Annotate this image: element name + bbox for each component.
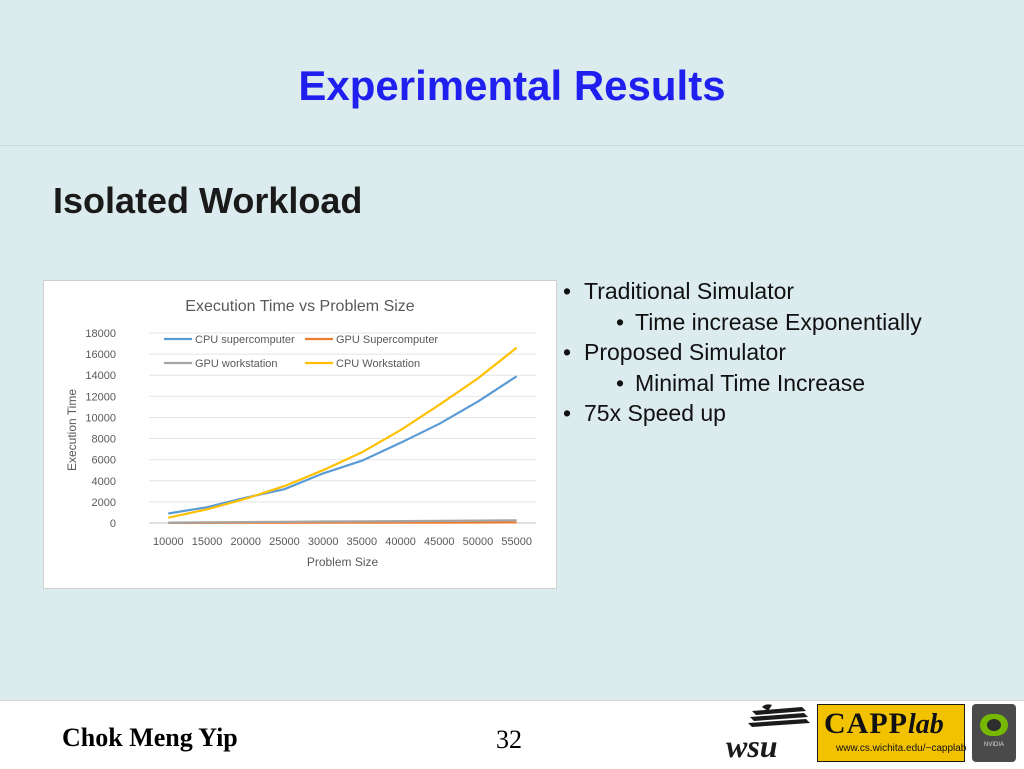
svg-text:wsu: wsu — [726, 728, 778, 761]
x-tick-label: 50000 — [463, 536, 494, 548]
page-number: 32 — [496, 725, 522, 754]
capp-logo-text: CAPPlab — [824, 707, 944, 740]
x-tick-label: 45000 — [424, 536, 455, 548]
legend-label: GPU workstation — [195, 358, 278, 370]
capp-url: www.cs.wichita.edu/~capplab — [836, 743, 967, 754]
chart-title: Execution Time vs Problem Size — [185, 298, 415, 315]
capp-lab-logo: CAPPlab www.cs.wichita.edu/~capplab — [817, 704, 967, 762]
bullet-text: Minimal Time Increase — [635, 369, 866, 396]
bullet-list: • Traditional Simulator • Time increase Exp… — [563, 276, 922, 429]
bullet-item: • Time increase Exponentially — [563, 307, 922, 338]
bullet-marker: • — [616, 308, 625, 335]
y-tick-label: 14000 — [85, 370, 116, 382]
bullet-marker: • — [563, 278, 572, 304]
bullet-text: 75x Speed up — [584, 400, 726, 427]
legend-label: CPU Workstation — [336, 358, 420, 370]
series-line — [168, 519, 517, 524]
x-tick-label: 35000 — [347, 536, 378, 548]
x-tick-label: 40000 — [385, 536, 416, 548]
chart-canvas: Execution Time vs Problem Size 0 2000 4000 6… — [65, 298, 536, 569]
bullet-text: Traditional Simulator — [584, 278, 795, 304]
nvidia-logo: NVIDIA — [972, 704, 1016, 762]
nvidia-eye-pupil — [987, 719, 1001, 731]
y-axis-label: Execution Time — [65, 389, 79, 471]
wsu-shocker-logo: wsu — [726, 704, 810, 761]
bullet-item: • Traditional Simulator — [563, 276, 922, 307]
execution-time-chart: Execution Time vs Problem Size 0 2000 4000 6… — [43, 280, 557, 589]
series-line — [168, 375, 518, 515]
bullet-marker: • — [563, 339, 572, 366]
x-tick-label: 55000 — [501, 536, 532, 548]
nvidia-logo-text: NVIDIA — [983, 742, 1004, 748]
series-line — [168, 346, 518, 519]
y-tick-label: 18000 — [85, 328, 116, 340]
y-tick-label: 2000 — [92, 497, 116, 509]
bullet-marker: • — [563, 400, 572, 427]
bullet-text: Proposed Simulator — [584, 339, 786, 366]
bullet-text: Time increase Exponentially — [635, 308, 922, 335]
presenter-name: Chok Meng Yip — [62, 723, 238, 752]
x-tick-label: 25000 — [269, 536, 300, 548]
slide-title: Experimental Results — [298, 62, 726, 109]
bullet-item: • Minimal Time Increase — [563, 368, 922, 399]
x-tick-label: 30000 — [308, 536, 339, 548]
legend-label: GPU Supercomputer — [336, 334, 438, 346]
bullet-item: • Proposed Simulator — [563, 337, 922, 368]
x-tick-label: 15000 — [192, 536, 223, 548]
x-axis-label: Problem Size — [307, 555, 379, 569]
y-tick-label: 8000 — [92, 434, 116, 446]
y-tick-label: 12000 — [85, 391, 116, 403]
y-tick-label: 10000 — [85, 412, 116, 424]
bullet-marker: • — [616, 369, 625, 396]
x-tick-label: 10000 — [153, 536, 184, 548]
y-tick-label: 16000 — [85, 349, 116, 361]
y-tick-label: 4000 — [92, 476, 116, 488]
section-subtitle: Isolated Workload — [53, 180, 363, 221]
title-band — [0, 0, 1024, 146]
y-tick-label: 0 — [110, 518, 116, 530]
x-tick-label: 20000 — [230, 536, 261, 548]
legend-label: CPU supercomputer — [195, 334, 295, 346]
bullet-item: • 75x Speed up — [563, 398, 922, 429]
y-tick-label: 6000 — [92, 455, 116, 467]
